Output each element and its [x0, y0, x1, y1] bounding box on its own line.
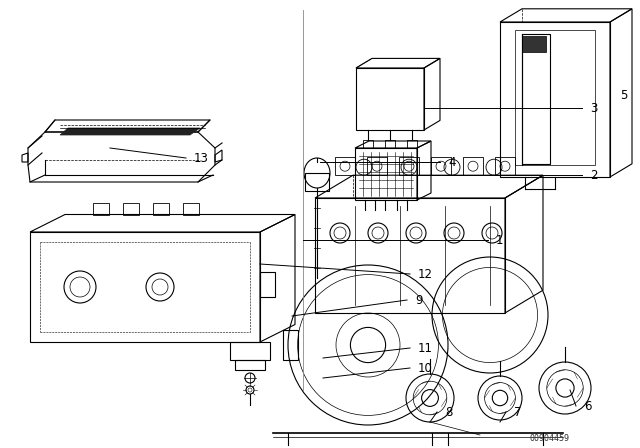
Text: 2: 2 [590, 168, 598, 181]
Polygon shape [522, 36, 546, 52]
Bar [522, 34, 550, 164]
Bar [367, 157, 387, 175]
Text: 1: 1 [496, 233, 504, 246]
Text: 00904459: 00904459 [530, 434, 570, 443]
Bar [152, 202, 168, 215]
Text: 8: 8 [445, 405, 452, 418]
Bar [463, 157, 483, 175]
Bar [235, 360, 265, 370]
Text: 9: 9 [415, 293, 422, 306]
Text: 13: 13 [194, 151, 209, 164]
Bar [93, 202, 109, 215]
Text: 10: 10 [418, 362, 433, 375]
Bar [431, 157, 451, 175]
Bar [182, 202, 198, 215]
Text: 12: 12 [418, 267, 433, 280]
Bar [363, 140, 373, 148]
Bar [407, 140, 417, 148]
Text: 3: 3 [590, 102, 597, 115]
Text: 5: 5 [620, 89, 627, 102]
Text: 7: 7 [514, 405, 522, 418]
Bar [335, 157, 355, 175]
Bar [305, 173, 329, 191]
Bar [399, 157, 419, 175]
Polygon shape [60, 128, 200, 135]
Text: 11: 11 [418, 341, 433, 354]
Text: 4: 4 [448, 155, 456, 168]
Bar [385, 140, 395, 148]
Bar [495, 157, 515, 175]
Bar [122, 202, 138, 215]
Text: 6: 6 [584, 400, 591, 413]
Bar [515, 30, 595, 165]
Bar [230, 342, 270, 360]
